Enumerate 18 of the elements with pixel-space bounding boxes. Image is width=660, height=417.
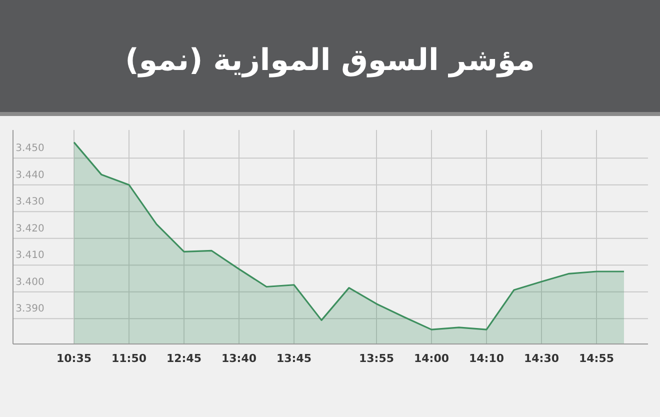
x-tick-label: 14:10: [468, 352, 504, 365]
y-tick-label: 3.430: [16, 196, 44, 208]
x-tick-label: 14:30: [524, 352, 560, 365]
y-tick-label: 3.440: [16, 170, 44, 181]
x-tick-label: 14:55: [578, 352, 614, 365]
y-tick-label: 3.450: [16, 143, 44, 154]
x-tick-label: 13:45: [276, 352, 312, 365]
chart-title: مؤشر السوق الموازية (نمو): [125, 43, 535, 78]
y-tick-label: 3.420: [16, 223, 44, 234]
x-tick-label: 14:00: [414, 352, 450, 365]
y-tick-label: 3.400: [16, 276, 44, 288]
x-tick-label: 13:40: [221, 352, 257, 365]
x-tick-label: 11:50: [111, 352, 147, 365]
y-tick-label: 3.390: [16, 304, 44, 315]
x-tick-label: 10:35: [56, 352, 92, 365]
x-tick-label: 12:45: [166, 352, 202, 365]
x-tick-label: 13:55: [358, 352, 394, 365]
y-tick-label: 3.410: [16, 250, 44, 262]
